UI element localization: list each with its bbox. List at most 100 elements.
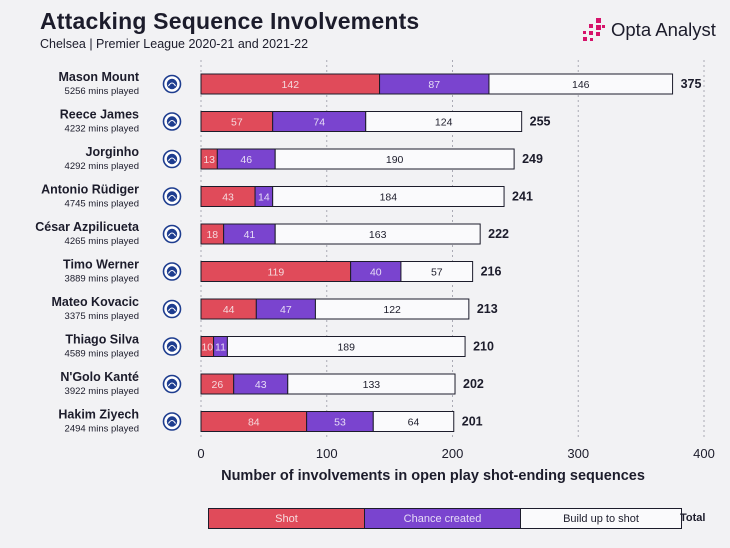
bar-value-label: 13 (203, 154, 215, 166)
opta-analyst-logo: Opta Analyst (582, 14, 716, 46)
player-minutes: 4265 mins played (65, 236, 139, 247)
chelsea-crest-lion (168, 382, 176, 387)
bar-segment-build-up (488, 73, 674, 95)
player-name: Mateo Kovacic (51, 295, 139, 309)
bar-total-label: 222 (488, 227, 509, 241)
bar-total-label: 255 (530, 115, 551, 129)
chelsea-crest-inner (166, 228, 178, 240)
bar-value-label: 41 (244, 229, 256, 241)
legend-shot: Shot (208, 508, 365, 529)
chelsea-crest-lion (168, 157, 176, 162)
bar-value-label: 43 (255, 379, 267, 391)
player-minutes: 4232 mins played (65, 124, 139, 135)
player-minutes: 4745 mins played (65, 199, 139, 210)
player-name: Thiago Silva (65, 333, 140, 347)
logo-text: Opta Analyst (611, 19, 716, 40)
chelsea-crest-lion (168, 419, 176, 424)
bar-segment-build-up (314, 298, 470, 320)
bar-value-label: 10 (201, 342, 213, 354)
bar-total-label: 216 (481, 265, 502, 279)
bar-total-label: 375 (681, 77, 702, 91)
chelsea-crest-lion (168, 194, 176, 199)
chelsea-crest-inner (166, 303, 178, 315)
chelsea-crest-inner (166, 78, 178, 90)
bar-value-label: 119 (267, 267, 284, 279)
player-minutes: 5256 mins played (65, 86, 139, 97)
bar-value-label: 26 (212, 379, 224, 391)
chelsea-crest-lion (168, 232, 176, 237)
bar-segment-build-up (274, 148, 515, 170)
page-subtitle: Chelsea | Premier League 2020-21 and 202… (40, 37, 309, 51)
bar-value-label: 74 (313, 117, 325, 129)
opta-dots-icon (583, 18, 605, 41)
bar-value-label: 44 (223, 304, 235, 316)
bar-segment-build-up (287, 373, 456, 395)
bar-value-label: 142 (282, 79, 300, 91)
bar-value-label: 189 (337, 342, 355, 354)
player-minutes: 3889 mins played (65, 274, 139, 285)
chelsea-crest-lion (168, 269, 176, 274)
legend: Shot Chance created Build up to shot (208, 508, 682, 529)
bar-value-label: 64 (408, 417, 420, 429)
x-tick-label: 200 (442, 446, 464, 461)
bar-total-label: 213 (477, 302, 498, 316)
bar-value-label: 190 (386, 154, 404, 166)
bar-value-label: 146 (572, 79, 590, 91)
player-minutes: 2494 mins played (65, 424, 139, 435)
legend-chance-created: Chance created (365, 508, 521, 529)
bar-total-label: 241 (512, 190, 533, 204)
bar-value-label: 18 (206, 229, 218, 241)
player-name: Antonio Rüdiger (41, 183, 139, 197)
player-name: Jorginho (86, 145, 140, 159)
bar-total-label: 249 (522, 152, 543, 166)
bar-total-label: 201 (462, 415, 483, 429)
chelsea-crest-lion (168, 307, 176, 312)
legend-build-up: Build up to shot (521, 508, 682, 529)
bar-value-label: 84 (248, 417, 260, 429)
player-name: Hakim Ziyech (58, 408, 139, 422)
chelsea-crest-inner (166, 266, 178, 277)
x-axis-label: Number of involvements in open play shot… (221, 468, 645, 484)
chelsea-crest-lion (168, 344, 176, 349)
bar-segment-build-up (372, 411, 455, 432)
chelsea-crest-inner (166, 191, 178, 202)
x-tick-label: 400 (693, 446, 715, 461)
player-name: Mason Mount (58, 70, 139, 84)
chelsea-crest-inner (166, 116, 178, 127)
player-minutes: 3375 mins played (65, 311, 139, 322)
bar-value-label: 40 (370, 267, 382, 279)
bar-segment-build-up (226, 336, 466, 357)
bar-value-label: 122 (383, 304, 401, 316)
bar-value-label: 57 (231, 117, 243, 129)
x-tick-label: 0 (197, 446, 204, 461)
bar-value-label: 46 (240, 154, 252, 166)
bar-value-label: 53 (334, 417, 346, 429)
page-title: Attacking Sequence Involvements (40, 8, 420, 34)
bar-value-label: 11 (215, 342, 226, 354)
bar-value-label: 163 (369, 229, 387, 241)
bar-segment-build-up (400, 261, 474, 282)
player-name: Timo Werner (63, 258, 139, 272)
chelsea-crest-inner (166, 153, 178, 165)
player-name: César Azpilicueta (35, 220, 140, 234)
bar-value-label: 57 (431, 267, 443, 279)
chelsea-crest-inner (166, 416, 178, 427)
x-tick-label: 300 (567, 446, 589, 461)
player-name: N'Golo Kanté (60, 370, 139, 384)
player-name: Reece James (60, 108, 139, 122)
chelsea-crest-inner (166, 341, 178, 352)
bar-value-label: 133 (363, 379, 381, 391)
chelsea-crest-lion (168, 119, 176, 124)
x-tick-label: 100 (316, 446, 338, 461)
bar-value-label: 47 (280, 304, 292, 316)
bar-segment-build-up (365, 111, 523, 132)
bar-value-label: 14 (258, 192, 270, 204)
player-minutes: 4589 mins played (65, 349, 139, 360)
bar-value-label: 124 (435, 117, 453, 129)
bar-total-label: 202 (463, 377, 484, 391)
bar-total-label: 210 (473, 340, 494, 354)
bar-value-label: 43 (222, 192, 234, 204)
legend-total: Total (680, 512, 706, 524)
bar-segment-build-up (274, 223, 481, 245)
